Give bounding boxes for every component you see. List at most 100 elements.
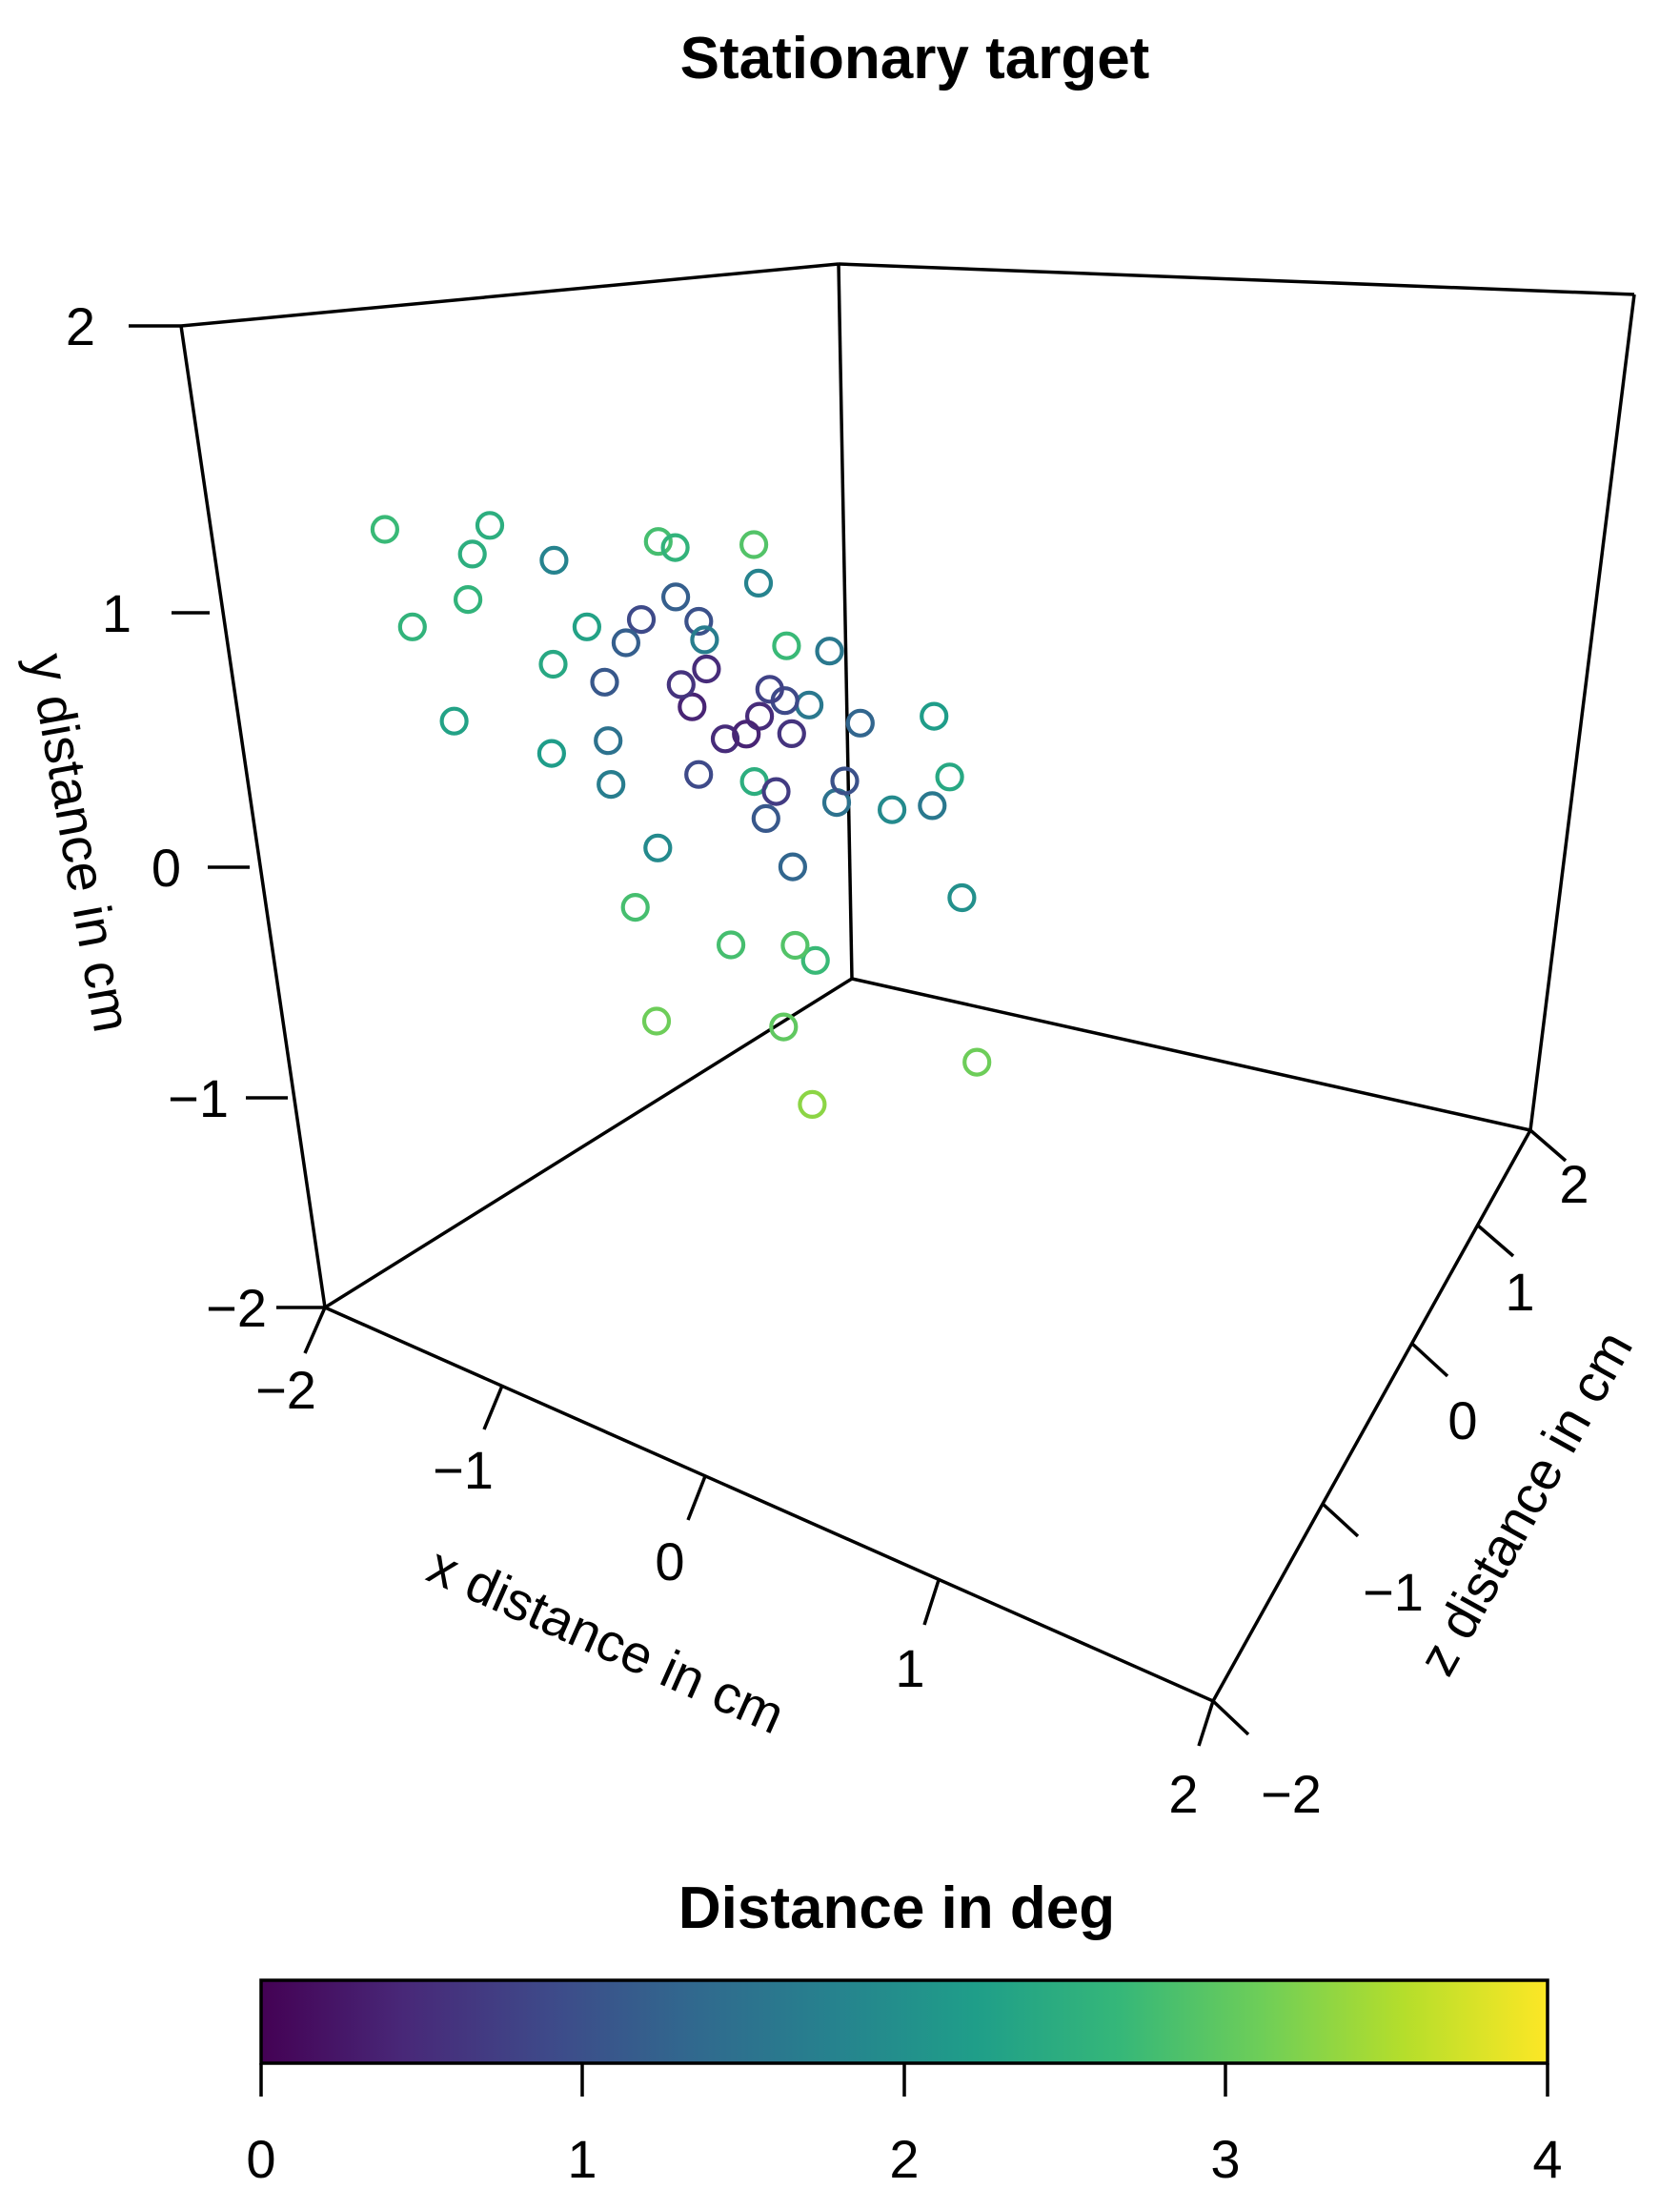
x-tick-mark-m2 — [303, 1307, 327, 1354]
scatter-point — [920, 701, 949, 731]
scatter-point — [743, 568, 774, 598]
z-tick-mark-m2 — [1211, 1699, 1250, 1736]
scatter-point — [710, 724, 740, 754]
colorbar: Distance in deg 0 1 2 3 4 — [246, 1875, 1562, 2189]
scatter-point — [678, 692, 707, 721]
scatter-point — [798, 1089, 827, 1120]
z-tick-label-1: 1 — [1505, 1262, 1534, 1322]
scatter-point — [597, 769, 626, 800]
x-tick-mark-1 — [922, 1579, 941, 1626]
z-tick-label-m1: −1 — [1363, 1562, 1424, 1622]
x-axis-line — [324, 1306, 1214, 1703]
scatter-points — [370, 511, 992, 1120]
scatter-point — [684, 760, 714, 789]
scatter-point — [716, 930, 746, 960]
scatter-point — [666, 670, 696, 699]
scatter-point — [454, 584, 483, 615]
scatter-point — [626, 604, 657, 635]
scatter-point — [962, 1047, 992, 1077]
scatter-point — [769, 1012, 799, 1042]
x-tick-mark-2 — [1197, 1700, 1215, 1747]
scatter-point — [538, 649, 568, 679]
z-tick-label-0: 0 — [1447, 1390, 1477, 1450]
scatter-point — [830, 766, 860, 796]
colorbar-tick-label-3: 3 — [1210, 2129, 1240, 2189]
x-axis: −2 −1 0 1 2 x distance in cm — [255, 1307, 1215, 1824]
scatter-point — [935, 762, 964, 792]
scatter-point — [794, 690, 824, 719]
scatter-point — [739, 530, 769, 559]
scatter-point — [690, 625, 719, 655]
x-tick-label-0: 0 — [655, 1531, 684, 1591]
scatter-point — [397, 612, 427, 641]
scatter-point — [877, 795, 907, 824]
scatter-point — [755, 675, 784, 704]
scatter-point — [778, 852, 808, 882]
y-tick-label-0: 0 — [152, 838, 181, 898]
x-tick-mark-0 — [686, 1475, 707, 1521]
scatter-point — [643, 527, 673, 557]
scatter-point — [620, 892, 650, 922]
z-tick-mark-m1 — [1321, 1502, 1360, 1538]
scatter-point — [457, 539, 487, 569]
scatter-point — [660, 533, 690, 562]
z-tick-label-m2: −2 — [1261, 1764, 1322, 1824]
scatter-point — [594, 726, 623, 756]
x-tick-label-2: 2 — [1168, 1764, 1198, 1824]
box-edge-back-vertical — [837, 263, 854, 980]
scatter-point — [475, 511, 505, 540]
scatter-point — [660, 582, 691, 612]
colorbar-tick-label-1: 1 — [567, 2129, 597, 2189]
scatter-point — [572, 612, 602, 641]
z-axis-line — [1211, 1129, 1532, 1702]
x-tick-label-m1: −1 — [433, 1440, 494, 1500]
z-tick-label-2: 2 — [1559, 1154, 1589, 1214]
box-edge-back-left — [180, 262, 840, 328]
colorbar-tick-label-2: 2 — [889, 2129, 919, 2189]
z-tick-mark-1 — [1476, 1224, 1515, 1258]
colorbar-gradient — [259, 1978, 1549, 2065]
x-tick-mark-m1 — [482, 1385, 504, 1430]
z-tick-mark-0 — [1410, 1342, 1449, 1378]
colorbar-tick-label-4: 4 — [1532, 2129, 1562, 2189]
scatter-point — [815, 637, 844, 666]
y-tick-label-1: 1 — [102, 583, 132, 643]
box-edge-back-top — [838, 262, 1635, 296]
z-axis-title: z distance in cm — [1406, 1321, 1644, 1685]
z-tick-mark-2 — [1528, 1128, 1568, 1163]
scatter-point — [370, 515, 399, 544]
scatter-point — [772, 631, 801, 660]
x-tick-label-m2: −2 — [255, 1360, 316, 1420]
scatter-point — [780, 930, 810, 961]
scatter-point — [918, 791, 947, 821]
scatter-point — [947, 882, 977, 913]
y-tick-label-2: 2 — [66, 296, 95, 356]
colorbar-title: Distance in deg — [678, 1875, 1115, 1941]
chart-title: Stationary target — [680, 26, 1150, 91]
box-edge-left-vertical — [179, 325, 327, 1308]
scatter-point — [800, 945, 830, 975]
y-tick-label-m2: −2 — [206, 1278, 267, 1338]
box-frame — [179, 262, 1636, 1703]
y-tick-label-m1: −1 — [168, 1068, 229, 1128]
scatter-point — [684, 606, 714, 637]
scatter-point — [590, 667, 619, 697]
scatter-point — [777, 719, 806, 749]
y-axis-title: y distance in cm — [17, 649, 143, 1036]
scatter-point — [539, 545, 569, 576]
box-edge-floor-back — [851, 977, 1531, 1132]
scatter-point — [732, 719, 761, 749]
scatter-point — [536, 739, 567, 768]
scatter-point — [641, 1006, 672, 1036]
scatter-point — [643, 833, 673, 862]
scatter-point — [761, 777, 791, 806]
scatter-point — [744, 701, 775, 731]
scatter-point — [439, 706, 469, 736]
colorbar-tick-label-0: 0 — [246, 2129, 275, 2189]
scatter-point — [845, 708, 875, 738]
z-axis: −2 −1 0 1 2 z distance in cm — [1211, 1128, 1644, 1824]
scatter-point — [751, 803, 780, 834]
box-edge-right-vertical — [1528, 294, 1636, 1131]
y-axis: 2 1 0 −1 −2 y distance in cm — [17, 296, 325, 1338]
